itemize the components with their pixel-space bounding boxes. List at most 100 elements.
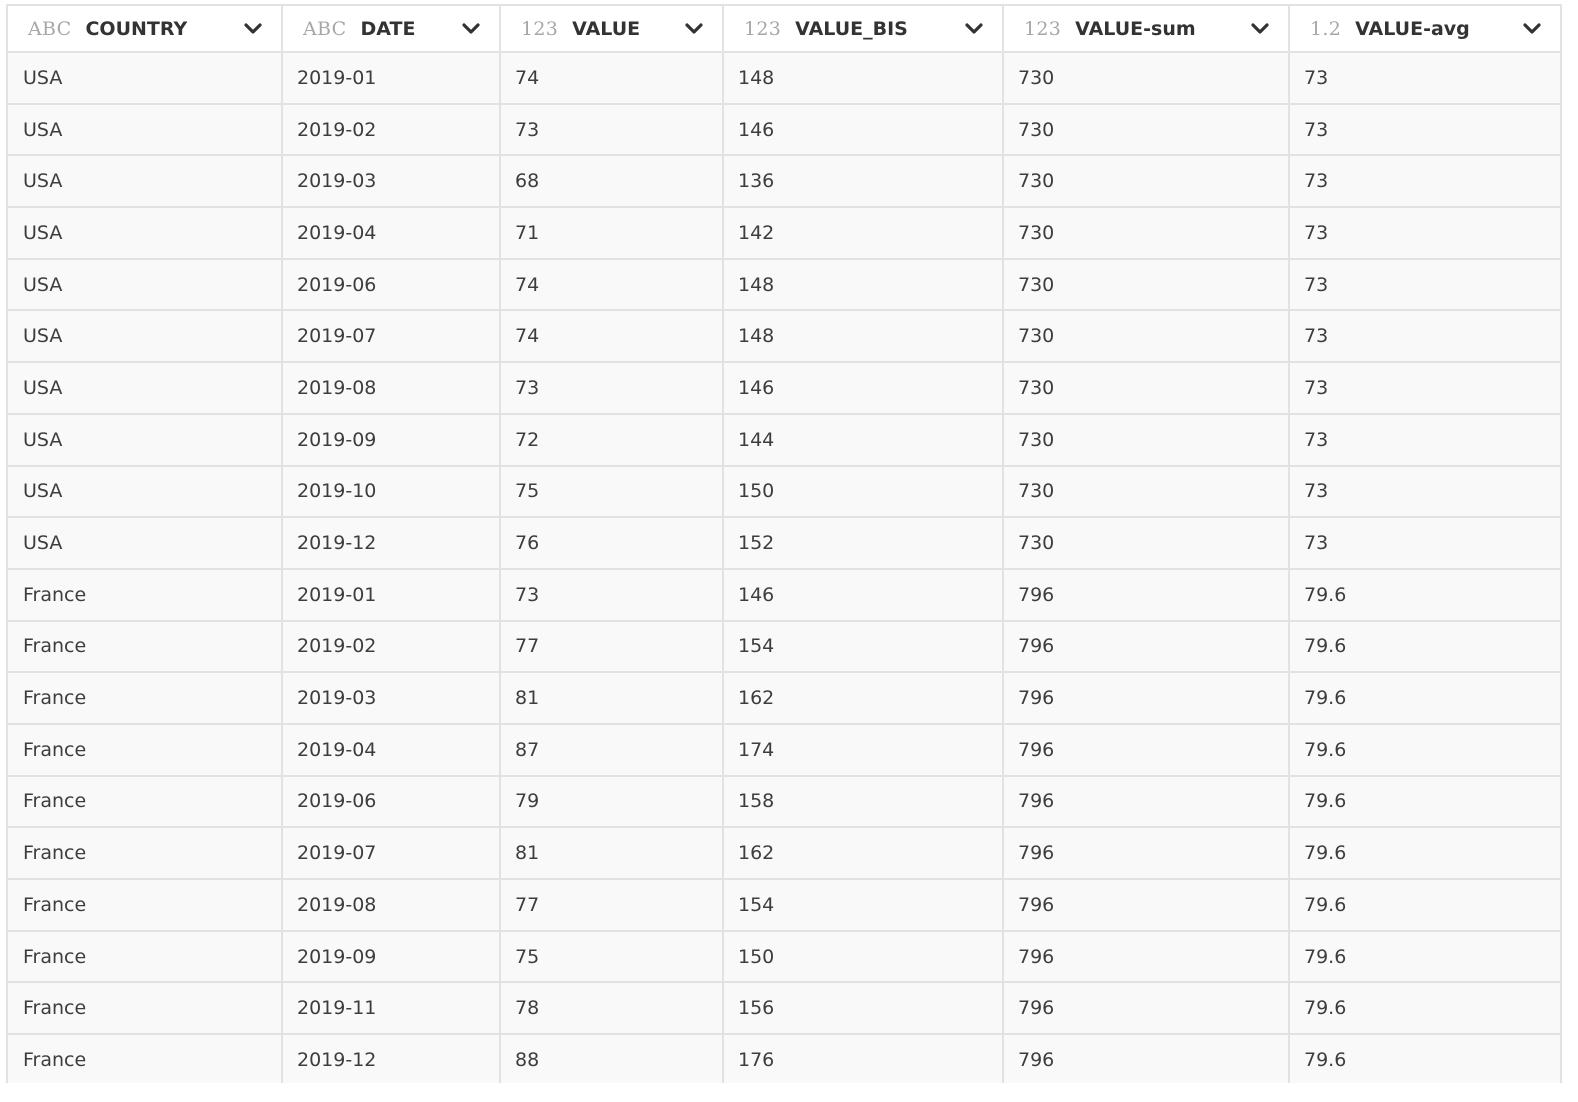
table-cell: 2019-02 — [282, 620, 501, 674]
table-cell: 75 — [500, 930, 724, 984]
table-cell: France — [8, 775, 283, 829]
data-table: ABC COUNTRY ABC DATE 123 VALUE 123 VALUE_BIS 123… — [8, 6, 1560, 1083]
table-cell: 796 — [1003, 568, 1290, 622]
table-cell: 73 — [500, 568, 724, 622]
table-row: USA 2019-01 74 148 730 73 — [8, 52, 1560, 105]
header-row: ABC COUNTRY ABC DATE 123 VALUE 123 VALUE_BIS 123… — [8, 6, 1560, 53]
table-cell: France — [8, 879, 283, 932]
table-cell: 73 — [500, 362, 724, 415]
table-cell: France — [8, 620, 283, 674]
table-cell: 162 — [723, 827, 1004, 880]
table-cell: 2019-08 — [282, 362, 501, 415]
table-row: France 2019-11 78 156 796 79.6 — [8, 982, 1560, 1036]
table-cell: USA — [8, 258, 283, 312]
table-cell: 150 — [723, 465, 1004, 519]
column-header-value-avg[interactable]: 1.2 VALUE-avg — [1289, 6, 1560, 53]
table-row: USA 2019-06 74 148 730 73 — [8, 258, 1560, 312]
table-row: France 2019-03 81 162 796 79.6 — [8, 672, 1560, 725]
table-cell: 73 — [500, 103, 724, 157]
table-cell: France — [8, 827, 283, 880]
table-cell: 74 — [500, 310, 724, 364]
table-cell: 79.6 — [1289, 930, 1560, 984]
column-header-country[interactable]: ABC COUNTRY — [8, 6, 283, 53]
table-row: France 2019-08 77 154 796 79.6 — [8, 879, 1560, 932]
table-cell: 81 — [500, 672, 724, 725]
table-cell: 73 — [1289, 258, 1560, 312]
column-type-label: 123 — [521, 17, 559, 40]
table-cell: 77 — [500, 879, 724, 932]
table-cell: 74 — [500, 258, 724, 312]
table-cell: 79.6 — [1289, 982, 1560, 1036]
table-row: USA 2019-04 71 142 730 73 — [8, 207, 1560, 260]
table-cell: 2019-12 — [282, 517, 501, 570]
chevron-down-icon[interactable] — [461, 19, 481, 39]
table-cell: 174 — [723, 723, 1004, 777]
table-cell: 2019-03 — [282, 155, 501, 209]
table-cell: 81 — [500, 827, 724, 880]
column-type-label: 123 — [744, 17, 782, 40]
column-header-date[interactable]: ABC DATE — [282, 6, 501, 53]
chevron-down-icon[interactable] — [1522, 19, 1542, 39]
table-cell: 730 — [1003, 52, 1290, 105]
table-cell: USA — [8, 207, 283, 260]
chevron-down-icon[interactable] — [243, 19, 263, 39]
table-cell: 148 — [723, 52, 1004, 105]
column-type-label: 123 — [1024, 17, 1062, 40]
table-cell: 68 — [500, 155, 724, 209]
table-cell: 796 — [1003, 879, 1290, 932]
table-cell: 79.6 — [1289, 620, 1560, 674]
table-cell: 77 — [500, 620, 724, 674]
table-cell: 73 — [1289, 310, 1560, 364]
chevron-down-icon[interactable] — [1250, 19, 1270, 39]
table-cell: 156 — [723, 982, 1004, 1036]
table-cell: 2019-09 — [282, 413, 501, 467]
table-cell: 730 — [1003, 465, 1290, 519]
table-cell: 730 — [1003, 103, 1290, 157]
table-row: USA 2019-03 68 136 730 73 — [8, 155, 1560, 209]
table-cell: 88 — [500, 1034, 724, 1083]
table-cell: 146 — [723, 103, 1004, 157]
chevron-down-icon[interactable] — [684, 19, 704, 39]
table-row: France 2019-06 79 158 796 79.6 — [8, 775, 1560, 829]
table-cell: 79.6 — [1289, 879, 1560, 932]
table-cell: 87 — [500, 723, 724, 777]
column-header-value-bis[interactable]: 123 VALUE_BIS — [723, 6, 1004, 53]
table-cell: 730 — [1003, 362, 1290, 415]
table-cell: 79.6 — [1289, 672, 1560, 725]
table-cell: 2019-08 — [282, 879, 501, 932]
table-cell: 73 — [1289, 155, 1560, 209]
table-cell: 2019-01 — [282, 568, 501, 622]
table-cell: 2019-09 — [282, 930, 501, 984]
table-row: USA 2019-02 73 146 730 73 — [8, 103, 1560, 157]
table-cell: 730 — [1003, 413, 1290, 467]
table-header: ABC COUNTRY ABC DATE 123 VALUE 123 VALUE_BIS 123… — [8, 6, 1560, 53]
column-header-value-sum[interactable]: 123 VALUE-sum — [1003, 6, 1290, 53]
table-cell: 150 — [723, 930, 1004, 984]
table-cell: 730 — [1003, 155, 1290, 209]
table-cell: 2019-04 — [282, 723, 501, 777]
table-cell: 796 — [1003, 723, 1290, 777]
table-cell: 72 — [500, 413, 724, 467]
table-cell: 796 — [1003, 775, 1290, 829]
column-name: VALUE-avg — [1355, 17, 1470, 40]
table-cell: 2019-04 — [282, 207, 501, 260]
table-row: France 2019-04 87 174 796 79.6 — [8, 723, 1560, 777]
table-row: USA 2019-09 72 144 730 73 — [8, 413, 1560, 467]
table-cell: 79.6 — [1289, 775, 1560, 829]
table-cell: 796 — [1003, 827, 1290, 880]
column-name: COUNTRY — [85, 17, 188, 40]
table-cell: 73 — [1289, 362, 1560, 415]
chevron-down-icon[interactable] — [964, 19, 984, 39]
table-cell: 2019-03 — [282, 672, 501, 725]
column-name: VALUE-sum — [1075, 17, 1196, 40]
table-cell: 2019-06 — [282, 258, 501, 312]
data-grid: ABC COUNTRY ABC DATE 123 VALUE 123 VALUE_BIS 123… — [6, 4, 1562, 1083]
table-row: France 2019-09 75 150 796 79.6 — [8, 930, 1560, 984]
table-row: USA 2019-10 75 150 730 73 — [8, 465, 1560, 519]
table-cell: 73 — [1289, 103, 1560, 157]
table-cell: 2019-10 — [282, 465, 501, 519]
table-cell: 2019-01 — [282, 52, 501, 105]
column-header-value[interactable]: 123 VALUE — [500, 6, 724, 53]
table-cell: France — [8, 568, 283, 622]
table-cell: 2019-07 — [282, 827, 501, 880]
